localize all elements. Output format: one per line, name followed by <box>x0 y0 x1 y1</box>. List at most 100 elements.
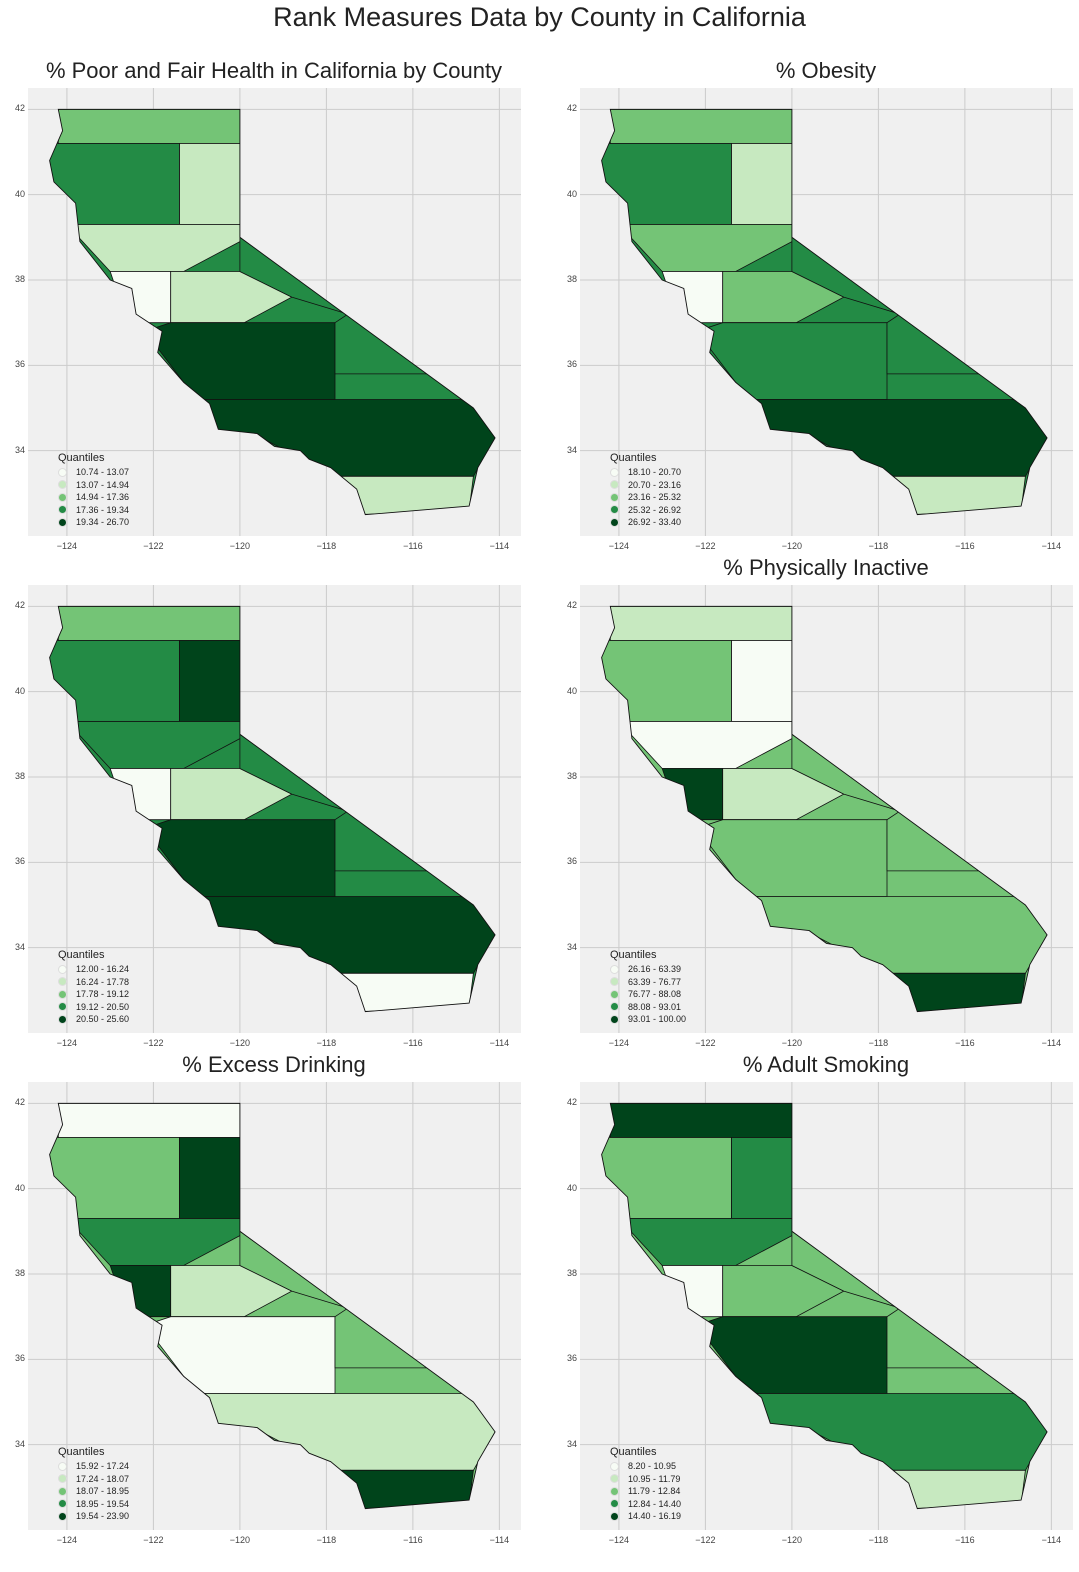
quantile-legend: Quantiles 10.74 - 13.07 13.07 - 14.94 14.94… <box>58 452 129 529</box>
legend-label: 26.16 - 63.39 <box>628 964 682 975</box>
legend-label: 14.40 - 16.19 <box>628 1511 682 1522</box>
x-tick-label: −124 <box>56 1535 78 1545</box>
y-tick-label: 40 <box>14 188 25 199</box>
y-tick-label: 34 <box>566 444 577 455</box>
county-region-central_s <box>696 819 888 897</box>
x-tick-label: −120 <box>781 1038 803 1048</box>
x-tick-label: −118 <box>868 1038 889 1048</box>
county-region-bay <box>109 768 172 821</box>
y-tick-label: 34 <box>14 444 25 455</box>
y-tick-label: 38 <box>566 1268 577 1278</box>
panel-title: % Obesity <box>775 58 877 83</box>
county-region-default <box>49 1137 180 1219</box>
legend-item: 18.95 - 19.54 <box>58 1498 129 1511</box>
x-tick-label: −116 <box>403 541 423 551</box>
county-region-default <box>49 143 180 225</box>
legend-item: 15.92 - 17.24 <box>58 1460 129 1473</box>
quantile-legend: Quantiles 15.92 - 17.24 17.24 - 18.07 18.07… <box>58 1446 129 1523</box>
county-region-central_s <box>696 1316 888 1394</box>
y-tick-label: 42 <box>14 1097 25 1108</box>
california-county-map <box>580 1082 1073 1530</box>
legend-item: 16.24 - 17.78 <box>58 976 129 989</box>
county-region-ne <box>730 143 793 225</box>
legend-item: 12.00 - 16.24 <box>58 963 129 976</box>
legend-label: 17.36 - 19.34 <box>76 504 130 515</box>
legend-label: 19.54 - 23.90 <box>76 1511 130 1522</box>
legend-label: 8.20 - 10.95 <box>628 1461 677 1472</box>
x-tick-label: −120 <box>229 1038 251 1048</box>
legend-label: 10.74 - 13.07 <box>76 467 130 478</box>
legend-item: 88.08 - 93.01 <box>610 1001 686 1014</box>
california-county-map <box>580 88 1073 536</box>
legend-swatch <box>58 1002 67 1012</box>
legend-swatch <box>610 1486 619 1496</box>
county-region-south <box>756 896 1048 974</box>
legend-swatch <box>58 480 67 490</box>
legend-label: 17.78 - 19.12 <box>76 989 130 1000</box>
county-region-central_n <box>65 721 241 769</box>
map-axes: Quantiles 26.16 - 63.39 63.39 - 76.77 76.77… <box>580 585 1073 1033</box>
county-region-foothill <box>170 1265 293 1318</box>
legend-item: 10.74 - 13.07 <box>58 466 129 479</box>
legend-swatch <box>610 964 619 974</box>
x-tick-label: −124 <box>56 1038 78 1048</box>
county-region-ne <box>178 640 241 722</box>
y-tick-label: 36 <box>14 856 25 867</box>
county-region-central_s <box>144 819 336 897</box>
map-panel-2: % Obesity Quantiles 18.10 - 20.70 20.70 - 2… <box>560 58 1079 578</box>
county-region-foothill <box>722 768 845 821</box>
county-region-bay <box>661 1265 724 1318</box>
x-tick-label: −120 <box>229 541 251 551</box>
legend-swatch <box>58 1461 67 1471</box>
x-tick-label: −118 <box>316 541 337 551</box>
legend-title: Quantiles <box>58 949 105 961</box>
county-region-default <box>601 1137 732 1219</box>
quantile-legend: Quantiles 12.00 - 16.24 16.24 - 17.78 17.78… <box>58 949 129 1026</box>
legend-item: 23.16 - 25.32 <box>610 491 681 504</box>
legend-swatch <box>58 977 67 987</box>
legend-label: 25.32 - 26.92 <box>628 504 682 515</box>
map-axes: Quantiles 10.74 - 13.07 13.07 - 14.94 14.94… <box>28 88 521 536</box>
legend-label: 93.01 - 100.00 <box>628 1014 687 1025</box>
legend-item: 63.39 - 76.77 <box>610 976 686 989</box>
y-tick-label: 36 <box>14 1353 25 1364</box>
x-tick-label: −116 <box>403 1535 423 1545</box>
legend-item: 8.20 - 10.95 <box>610 1460 681 1473</box>
x-tick-label: −118 <box>316 1535 337 1545</box>
y-tick-label: 38 <box>566 771 577 781</box>
legend-item: 10.95 - 11.79 <box>610 1473 681 1486</box>
quantile-legend: Quantiles 8.20 - 10.95 10.95 - 11.79 11.79 … <box>610 1446 681 1523</box>
legend-label: 18.95 - 19.54 <box>76 1498 130 1509</box>
x-tick-label: −120 <box>781 1535 803 1545</box>
state-outline <box>601 605 1048 1013</box>
legend-swatch <box>610 989 619 999</box>
county-region-south <box>756 399 1048 477</box>
legend-swatch <box>58 1511 67 1521</box>
county-region-foothill <box>722 271 845 324</box>
x-tick-label: −124 <box>608 1535 630 1545</box>
x-tick-label: −114 <box>489 1535 510 1545</box>
legend-swatch <box>610 492 619 502</box>
legend-label: 20.70 - 23.16 <box>628 479 682 490</box>
legend-label: 17.24 - 18.07 <box>76 1473 130 1484</box>
x-tick-label: −124 <box>608 1038 630 1048</box>
panel-title: % Physically Inactive <box>723 555 929 580</box>
x-tick-label: −114 <box>1041 1038 1062 1048</box>
x-tick-label: −122 <box>143 1535 164 1545</box>
state-outline <box>601 108 1048 516</box>
legend-swatch <box>610 1511 619 1521</box>
y-tick-label: 42 <box>566 1097 577 1108</box>
county-region-default <box>601 143 732 225</box>
legend-label: 18.07 - 18.95 <box>76 1486 130 1497</box>
y-tick-label: 34 <box>566 1438 577 1449</box>
panel-title: % Poor and Fair Health in California by … <box>45 58 503 83</box>
x-tick-label: −114 <box>489 1038 510 1048</box>
panel-title: % Excess Drinking <box>182 1052 366 1077</box>
county-region-central_s <box>144 1316 336 1394</box>
county-region-central_n <box>65 224 241 272</box>
legend-item: 25.32 - 26.92 <box>610 504 681 517</box>
legend-item: 14.94 - 17.36 <box>58 491 129 504</box>
county-region-north <box>57 109 241 144</box>
county-region-foothill <box>722 1265 845 1318</box>
x-tick-label: −120 <box>229 1535 251 1545</box>
